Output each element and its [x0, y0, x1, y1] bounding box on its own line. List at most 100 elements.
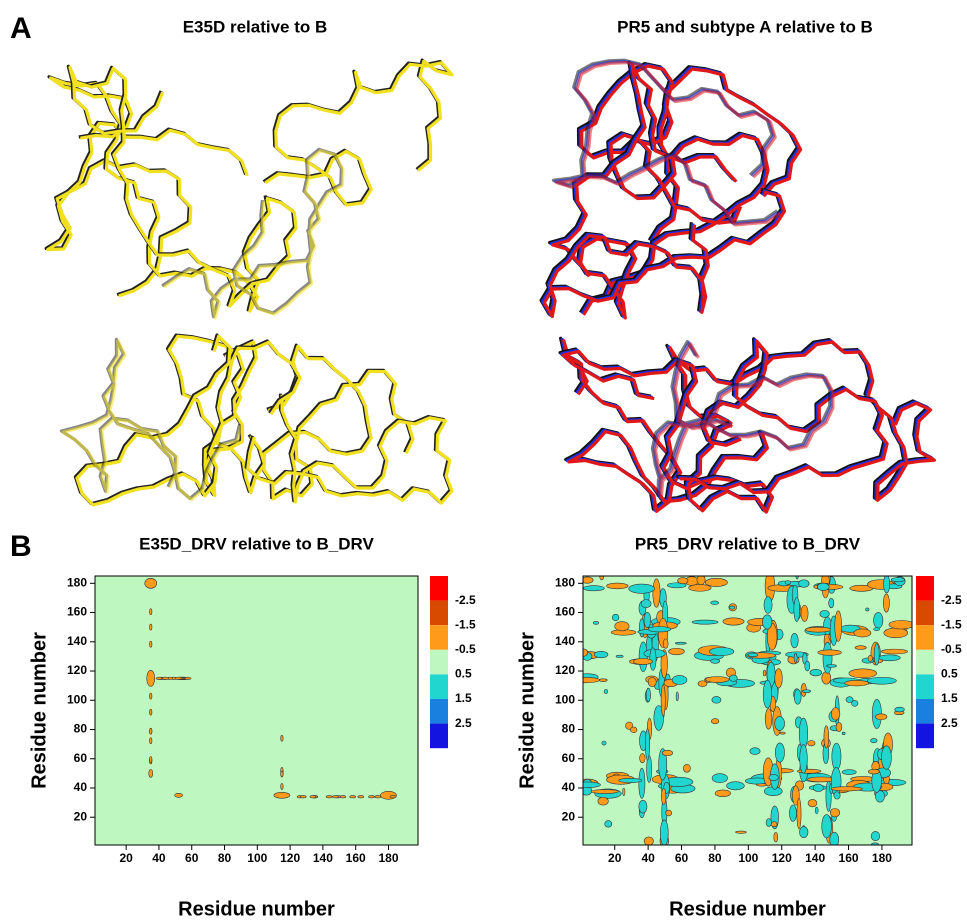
- colorbar-swatch: [430, 724, 448, 749]
- contour: [874, 644, 879, 665]
- contour: [150, 609, 152, 615]
- contour: [185, 677, 191, 679]
- contour: [723, 618, 744, 625]
- contour: [600, 574, 604, 580]
- contour: [661, 788, 666, 804]
- colorbar-swatch: [430, 625, 448, 650]
- contour: [852, 700, 858, 706]
- x-tick-label: 180: [378, 851, 398, 865]
- contour: [709, 647, 733, 655]
- contour: [774, 832, 778, 842]
- y-tick-label: 120: [555, 663, 575, 677]
- contour: [874, 628, 880, 631]
- contour: [750, 748, 760, 755]
- contour: [593, 621, 598, 624]
- colorbar-label: -1.5: [941, 617, 962, 631]
- contour: [645, 729, 649, 760]
- contour: [602, 741, 606, 745]
- contour: [390, 796, 396, 798]
- contour: [822, 672, 831, 684]
- x-tick-label: 60: [185, 851, 199, 865]
- x-tick-label: 20: [608, 851, 622, 865]
- x-tick-label: 100: [247, 851, 267, 865]
- contour: [646, 688, 650, 701]
- y-tick-label: 40: [74, 780, 88, 794]
- contour: [639, 768, 645, 798]
- contour: [591, 790, 618, 794]
- contour: [832, 743, 841, 770]
- contour: [274, 792, 290, 798]
- contour: [653, 579, 660, 608]
- contour: [884, 628, 908, 638]
- contour: [568, 677, 600, 683]
- x-tick-label: 120: [280, 851, 300, 865]
- contour: [630, 727, 637, 733]
- contour: [820, 610, 829, 617]
- y-tick-label: 80: [74, 722, 88, 736]
- contour: [648, 677, 656, 686]
- contour: [871, 739, 878, 743]
- contour: [766, 819, 771, 827]
- contour: [830, 808, 840, 817]
- colorbar-label: 0.5: [455, 667, 472, 681]
- contour: [845, 680, 869, 686]
- structure-title: E35D relative to B: [183, 17, 328, 36]
- colorbar-swatch: [430, 699, 448, 724]
- panel-label: B: [10, 530, 32, 563]
- contour: [775, 669, 783, 688]
- colorbar-swatch: [430, 601, 448, 626]
- contour: [712, 774, 727, 783]
- structures: [46, 60, 934, 512]
- contour: [801, 605, 808, 621]
- x-tick-label: 140: [805, 851, 825, 865]
- colorbar-swatch: [916, 601, 934, 626]
- contour: [842, 732, 845, 735]
- contour: [604, 689, 608, 693]
- contour: [150, 641, 152, 647]
- contour: [583, 586, 604, 591]
- backbone: [248, 395, 452, 503]
- contour: [598, 797, 608, 805]
- contour: [672, 675, 687, 684]
- colorbar-swatch: [916, 724, 934, 749]
- y-tick-label: 100: [67, 692, 87, 706]
- contour: [780, 732, 785, 734]
- contour: [150, 624, 152, 630]
- contour: [663, 639, 668, 649]
- contour: [675, 642, 686, 644]
- colorbar-label: 2.5: [941, 716, 958, 730]
- colorbar-swatch: [916, 576, 934, 601]
- contour: [800, 745, 808, 774]
- contour: [149, 769, 153, 777]
- contour: [607, 583, 629, 589]
- contour: [797, 798, 801, 829]
- backbone: [265, 61, 452, 205]
- contour: [640, 754, 645, 763]
- contour: [842, 770, 856, 775]
- x-axis-label: Residue number: [669, 898, 826, 920]
- contour: [829, 598, 834, 608]
- contour: [849, 669, 877, 678]
- contour: [855, 646, 866, 650]
- contour: [641, 600, 651, 608]
- contour: [836, 722, 842, 731]
- contour: [764, 597, 772, 614]
- colorbar-label: 2.5: [455, 716, 472, 730]
- contour: [881, 649, 907, 654]
- contour: [805, 661, 810, 671]
- contour: [736, 831, 747, 833]
- contour: [633, 658, 652, 664]
- x-tick-label: 180: [872, 851, 892, 865]
- plot-background: [583, 576, 912, 845]
- contour: [698, 681, 707, 687]
- contour: [810, 669, 822, 676]
- contour: [883, 594, 889, 612]
- y-tick-label: 100: [555, 692, 575, 706]
- colorbar-label: -1.5: [455, 617, 476, 631]
- colorbar-label: -0.5: [941, 642, 962, 656]
- contour: [150, 738, 152, 744]
- y-tick-label: 80: [562, 722, 576, 736]
- contour: [660, 820, 668, 846]
- contour: [639, 642, 647, 672]
- contour: [891, 578, 904, 582]
